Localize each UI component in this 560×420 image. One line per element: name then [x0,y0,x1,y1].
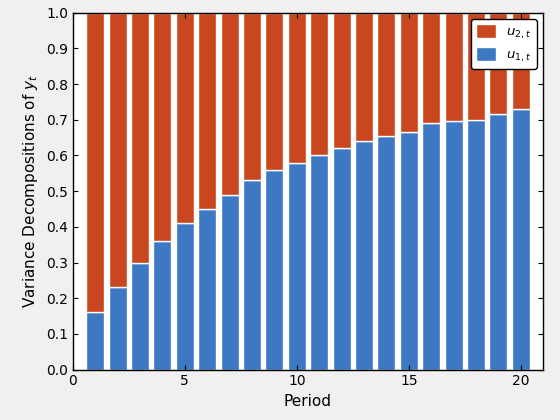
Bar [243,180,261,370]
Bar [310,13,328,155]
Bar [422,13,440,123]
Bar [243,13,261,180]
Bar [221,13,239,194]
Bar [512,13,530,109]
Bar [400,13,418,132]
Bar [109,287,127,370]
Bar [109,13,127,287]
Bar [153,13,171,241]
Bar [221,194,239,370]
Legend: $u_{2,t}$, $u_{1,t}$: $u_{2,t}$, $u_{1,t}$ [471,19,536,69]
Bar [445,13,463,121]
Bar [288,163,306,370]
Bar [333,148,351,370]
Bar [288,13,306,163]
Bar [355,141,373,370]
Bar [153,241,171,370]
Bar [310,155,328,370]
Bar [377,13,395,136]
Bar [467,120,485,370]
Bar [489,13,507,114]
Y-axis label: Variance Decompositions of $y_t$: Variance Decompositions of $y_t$ [21,74,40,308]
Bar [489,114,507,370]
Bar [355,13,373,141]
Bar [400,132,418,370]
Bar [198,13,216,209]
Bar [131,262,149,370]
Bar [377,136,395,370]
X-axis label: Period: Period [284,394,332,409]
Bar [176,13,194,223]
Bar [265,13,283,170]
Bar [512,109,530,370]
Bar [131,13,149,262]
Bar [265,170,283,370]
Bar [467,13,485,120]
Bar [445,121,463,370]
Bar [176,223,194,370]
Bar [333,13,351,148]
Bar [422,123,440,370]
Bar [86,312,104,370]
Bar [86,13,104,312]
Bar [198,209,216,370]
